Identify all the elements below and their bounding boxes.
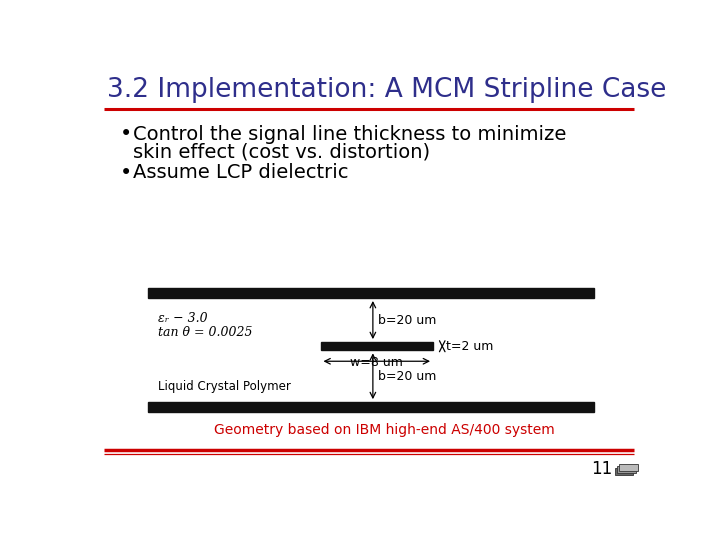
Text: Assume LCP dielectric: Assume LCP dielectric [132, 163, 348, 182]
Text: •: • [120, 124, 132, 144]
Text: εᵣ − 3.0: εᵣ − 3.0 [158, 313, 208, 326]
Text: tan θ = 0.0025: tan θ = 0.0025 [158, 326, 253, 339]
Text: Geometry based on IBM high-end AS/400 system: Geometry based on IBM high-end AS/400 sy… [214, 423, 555, 437]
Text: skin effect (cost vs. distortion): skin effect (cost vs. distortion) [132, 143, 430, 161]
Bar [615, 468, 634, 475]
Bar [320, 342, 433, 350]
Bar [619, 464, 638, 470]
Bar [148, 402, 594, 412]
Text: b=20 um: b=20 um [377, 370, 436, 383]
Text: w=8 um: w=8 um [351, 355, 403, 368]
Text: 3.2 Implementation: A MCM Stripline Case: 3.2 Implementation: A MCM Stripline Case [107, 77, 667, 103]
Text: b=20 um: b=20 um [377, 314, 436, 327]
Text: Liquid Crystal Polymer: Liquid Crystal Polymer [158, 380, 291, 393]
Text: •: • [120, 163, 132, 183]
Text: Control the signal line thickness to minimize: Control the signal line thickness to min… [132, 125, 566, 144]
Text: 11: 11 [591, 460, 612, 478]
Bar [148, 288, 594, 298]
Bar [617, 466, 636, 473]
Text: t=2 um: t=2 um [446, 340, 493, 353]
